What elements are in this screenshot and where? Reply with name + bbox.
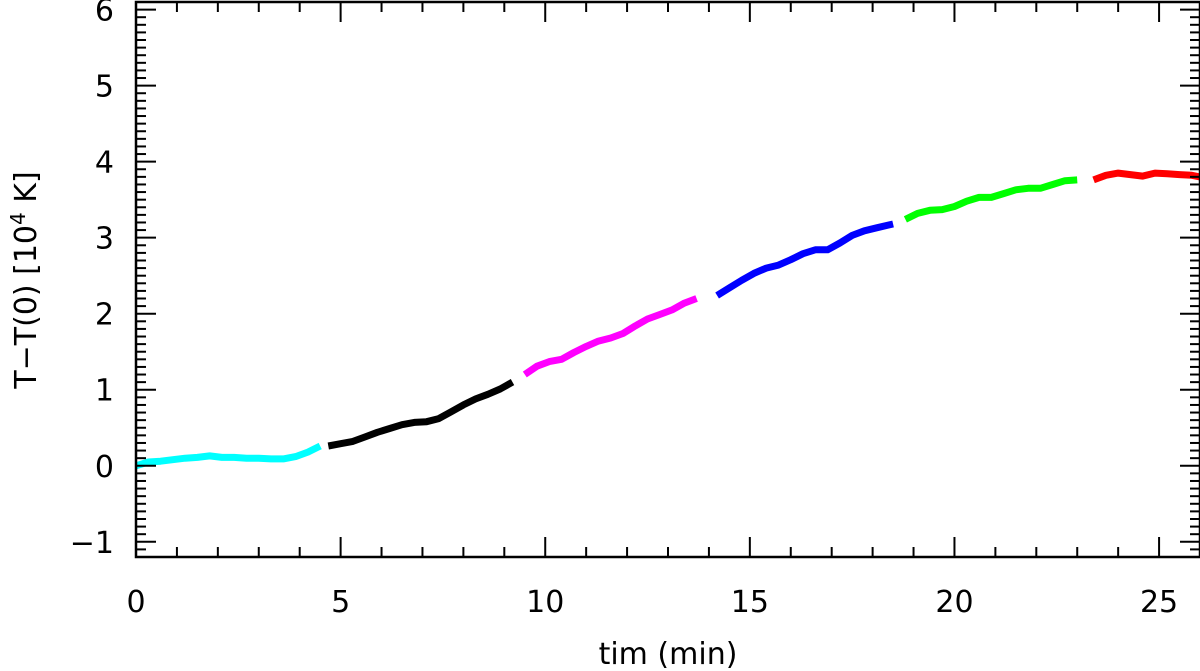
x-axis-title: tim (min)	[599, 637, 738, 671]
x-tick-label: 25	[1140, 585, 1178, 620]
series-line-2	[327, 379, 515, 450]
series-line-5	[903, 176, 1078, 223]
y-tick-label: 6	[95, 0, 114, 29]
series-layer	[134, 169, 1200, 470]
y-axis-title-tail: K]	[9, 171, 44, 212]
series-line-1	[134, 442, 322, 470]
labels-layer: 0 5 10 15 20 25 −1 0 1 2 3 4 5 6	[70, 0, 1178, 620]
series-line-4	[715, 220, 894, 299]
x-tick-label: 10	[526, 585, 564, 620]
y-axis-title: T−T(0) [104 K]	[6, 171, 44, 389]
series-line-3	[522, 295, 698, 378]
y-tick-label: 1	[95, 374, 114, 409]
x-tick-label: 15	[731, 585, 769, 620]
y-tick-label: 0	[95, 450, 114, 485]
x-tick-label: 5	[331, 585, 350, 620]
y-tick-label: 3	[95, 222, 114, 257]
ticks-layer	[135, 1, 1200, 558]
x-tick-label: 20	[935, 585, 973, 620]
y-tick-label: 5	[95, 70, 114, 105]
plot-frame	[134, 0, 1200, 559]
y-axis-title-exponent: 4	[6, 212, 30, 225]
y-axis-title-main: T−T(0) [10	[9, 225, 44, 390]
x-tick-label: 0	[126, 585, 145, 620]
y-tick-label: −1	[70, 526, 114, 561]
y-tick-label: 2	[95, 298, 114, 333]
y-tick-label: 4	[95, 146, 114, 181]
series-line-6	[1092, 169, 1200, 184]
